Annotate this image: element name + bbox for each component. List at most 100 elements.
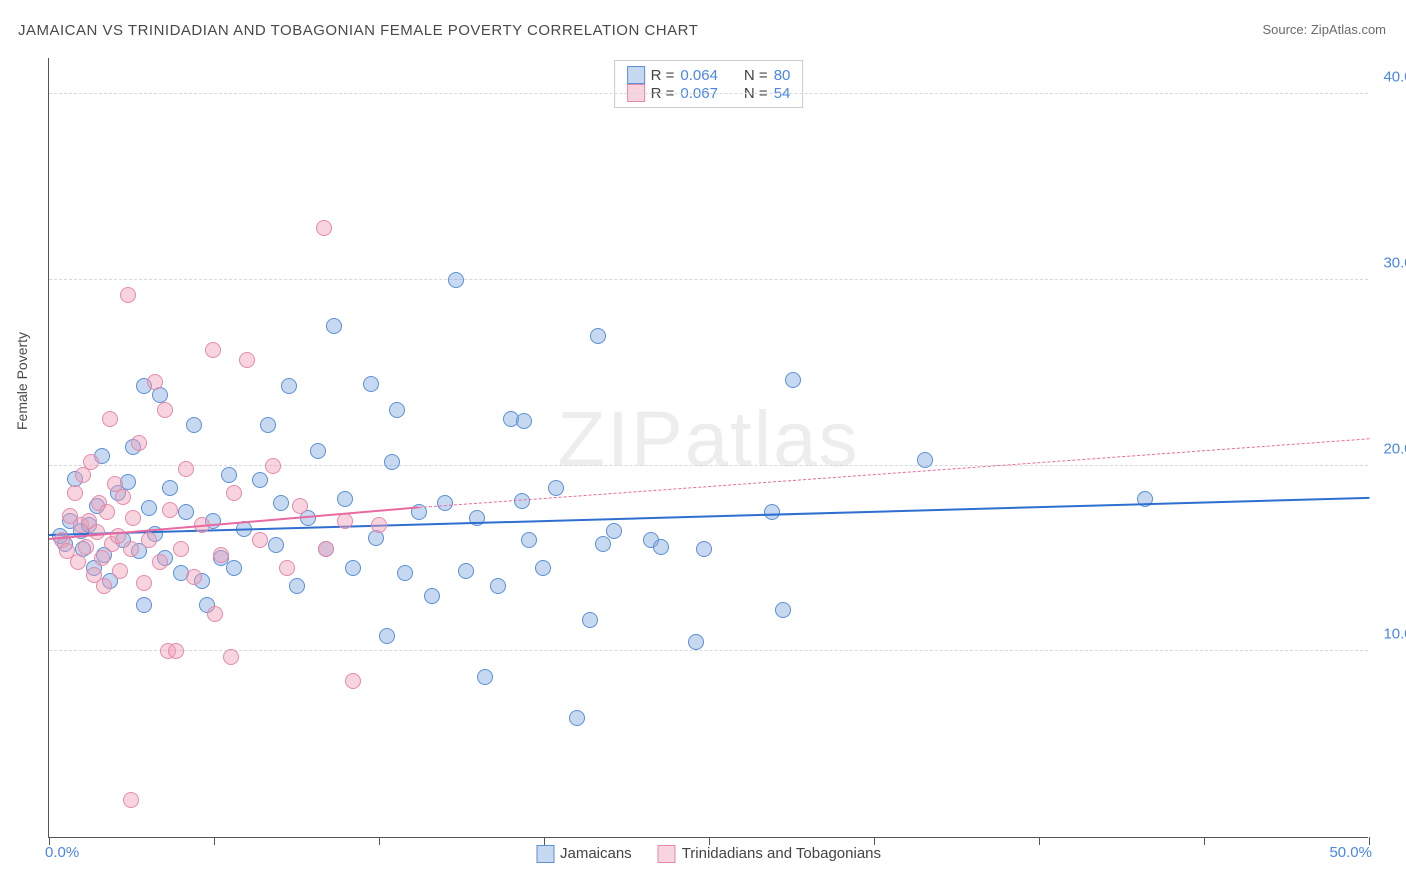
data-point bbox=[265, 458, 281, 474]
data-point bbox=[363, 376, 379, 392]
data-point bbox=[785, 372, 801, 388]
data-point bbox=[226, 485, 242, 501]
data-point bbox=[535, 560, 551, 576]
x-tick bbox=[1039, 837, 1040, 845]
data-point bbox=[279, 560, 295, 576]
data-point bbox=[384, 454, 400, 470]
data-point bbox=[448, 272, 464, 288]
r-label-1: R = bbox=[651, 67, 675, 84]
data-point bbox=[318, 541, 334, 557]
x-tick bbox=[544, 837, 545, 845]
data-point bbox=[136, 575, 152, 591]
data-point bbox=[582, 612, 598, 628]
x-tick bbox=[709, 837, 710, 845]
data-point bbox=[223, 649, 239, 665]
data-point bbox=[260, 417, 276, 433]
gridline-h bbox=[49, 650, 1368, 651]
r-value-1: 0.064 bbox=[680, 67, 718, 84]
data-point bbox=[268, 537, 284, 553]
data-point bbox=[548, 480, 564, 496]
data-point bbox=[337, 513, 353, 529]
data-point bbox=[688, 634, 704, 650]
plot-area: ZIPatlas R = 0.064 N = 80 R = 0.067 N = … bbox=[48, 58, 1368, 838]
data-point bbox=[273, 495, 289, 511]
data-point bbox=[70, 554, 86, 570]
data-point bbox=[516, 413, 532, 429]
data-point bbox=[213, 547, 229, 563]
data-point bbox=[590, 328, 606, 344]
x-tick bbox=[49, 837, 50, 845]
data-point bbox=[112, 563, 128, 579]
gridline-h bbox=[49, 93, 1368, 94]
legend-series: Jamaicans Trinidadians and Tobagonians bbox=[536, 845, 881, 863]
x-tick bbox=[874, 837, 875, 845]
data-point bbox=[141, 532, 157, 548]
data-point bbox=[186, 417, 202, 433]
data-point bbox=[490, 578, 506, 594]
legend-swatch-jamaicans bbox=[536, 845, 554, 863]
source-label: Source: ZipAtlas.com bbox=[1262, 22, 1386, 37]
data-point bbox=[281, 378, 297, 394]
data-point bbox=[178, 461, 194, 477]
data-point bbox=[94, 550, 110, 566]
legend-label-1: Jamaicans bbox=[560, 845, 632, 862]
data-point bbox=[168, 643, 184, 659]
data-point bbox=[477, 669, 493, 685]
data-point bbox=[458, 563, 474, 579]
data-point bbox=[123, 792, 139, 808]
data-point bbox=[96, 578, 112, 594]
y-tick-label: 30.0% bbox=[1383, 254, 1406, 271]
data-point bbox=[696, 541, 712, 557]
data-point bbox=[115, 489, 131, 505]
data-point bbox=[131, 435, 147, 451]
trend-line bbox=[49, 497, 1369, 536]
data-point bbox=[569, 710, 585, 726]
data-point bbox=[310, 443, 326, 459]
legend-swatch-trinidadians bbox=[658, 845, 676, 863]
y-tick-label: 40.0% bbox=[1383, 69, 1406, 86]
data-point bbox=[221, 467, 237, 483]
data-point bbox=[152, 554, 168, 570]
data-point bbox=[424, 588, 440, 604]
data-point bbox=[239, 352, 255, 368]
chart-container: JAMAICAN VS TRINIDADIAN AND TOBAGONIAN F… bbox=[0, 0, 1406, 892]
legend-item-2: Trinidadians and Tobagonians bbox=[658, 845, 881, 863]
data-point bbox=[78, 539, 94, 555]
data-point bbox=[125, 510, 141, 526]
data-point bbox=[337, 491, 353, 507]
x-tick bbox=[1369, 837, 1370, 845]
data-point bbox=[379, 628, 395, 644]
data-point bbox=[397, 565, 413, 581]
legend-row-1: R = 0.064 N = 80 bbox=[627, 66, 791, 84]
data-point bbox=[595, 536, 611, 552]
data-point bbox=[186, 569, 202, 585]
data-point bbox=[110, 528, 126, 544]
data-point bbox=[226, 560, 242, 576]
data-point bbox=[252, 472, 268, 488]
watermark: ZIPatlas bbox=[557, 393, 859, 484]
legend-correlation: R = 0.064 N = 80 R = 0.067 N = 54 bbox=[614, 60, 804, 108]
data-point bbox=[123, 541, 139, 557]
y-axis-label: Female Poverty bbox=[14, 332, 30, 430]
data-point bbox=[178, 504, 194, 520]
data-point bbox=[437, 495, 453, 511]
data-point bbox=[83, 454, 99, 470]
data-point bbox=[141, 500, 157, 516]
data-point bbox=[99, 504, 115, 520]
data-point bbox=[345, 673, 361, 689]
data-point bbox=[205, 342, 221, 358]
chart-title: JAMAICAN VS TRINIDADIAN AND TOBAGONIAN F… bbox=[18, 22, 698, 39]
data-point bbox=[102, 411, 118, 427]
data-point bbox=[289, 578, 305, 594]
trend-line-dashed bbox=[419, 439, 1369, 509]
gridline-h bbox=[49, 465, 1368, 466]
data-point bbox=[326, 318, 342, 334]
x-tick bbox=[214, 837, 215, 845]
data-point bbox=[653, 539, 669, 555]
data-point bbox=[606, 523, 622, 539]
data-point bbox=[173, 541, 189, 557]
data-point bbox=[147, 374, 163, 390]
data-point bbox=[521, 532, 537, 548]
data-point bbox=[371, 517, 387, 533]
data-point bbox=[162, 502, 178, 518]
